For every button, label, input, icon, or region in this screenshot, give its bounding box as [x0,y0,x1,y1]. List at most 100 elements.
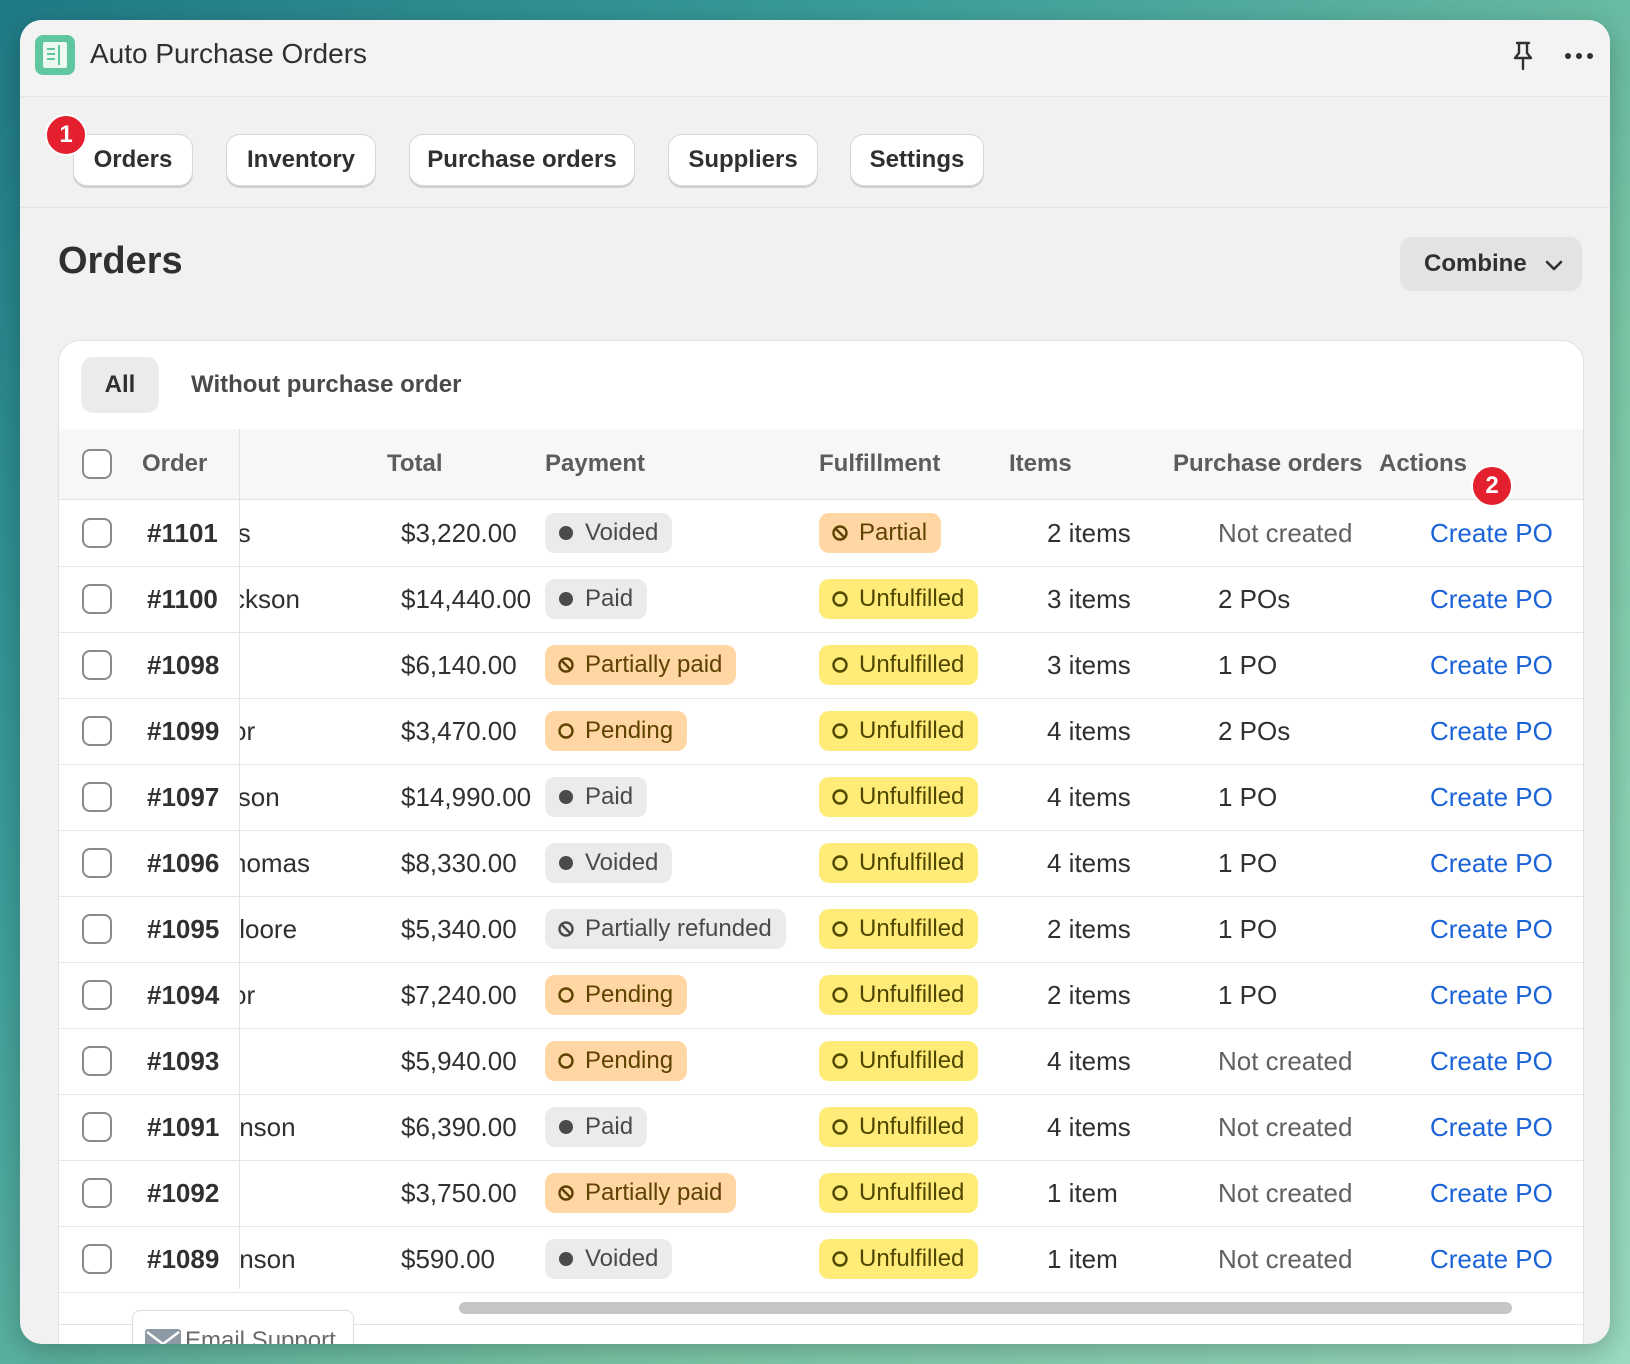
purchase-orders-status: 1 PO [1218,914,1278,944]
incomplete-circle-icon [558,987,574,1003]
payment-status-label: Pending [585,981,674,1008]
header-fulfillment[interactable]: Fulfillment [819,450,941,477]
order-number[interactable]: #1095 [147,914,220,944]
incomplete-circle-icon [832,1251,848,1267]
order-number[interactable]: #1101 [147,518,218,548]
tab-suppliers[interactable]: Suppliers [668,134,818,186]
payment-status-badge: Partially paid [545,645,737,685]
table-row[interactable]: #1095/loore $5,340.00 Partially refunded Un… [59,896,1583,963]
incomplete-circle-icon [832,987,848,1003]
row-checkbox[interactable] [82,650,112,680]
payment-status-label: Paid [585,1113,634,1140]
order-number[interactable]: #1096 [147,848,220,878]
table-row[interactable]: #1097 lson $14,990.00 Paid Unfulfilled 4 item… [59,764,1583,831]
table-row[interactable]: #1092 $3,750.00 Partially paid Unfulfilled 1… [59,1160,1583,1227]
customer-name: ınson [239,1244,296,1274]
row-checkbox[interactable] [82,716,112,746]
email-support-button[interactable]: Email Support [132,1310,354,1344]
row-checkbox[interactable] [82,782,112,812]
header-total[interactable]: Total [387,450,443,477]
order-number[interactable]: #1091 [147,1112,220,1142]
create-po-link[interactable]: Create PO [1430,716,1553,746]
table-row[interactable]: #1101 is $3,220.00 Voided Partial 2 items Not … [59,500,1583,567]
table-header: Order Total Payment Fulfillment Items Pu… [59,429,1583,507]
select-all-checkbox[interactable] [82,449,112,479]
create-po-link[interactable]: Create PO [1430,584,1553,614]
order-number[interactable]: #1098 [147,650,220,680]
header-order[interactable]: Order [142,450,208,477]
tab-orders[interactable]: Orders [73,134,193,186]
payment-status-label: Paid [585,585,634,612]
order-number[interactable]: #1100 [147,584,218,614]
order-number[interactable]: #1092 [147,1178,220,1208]
items-count: 2 items [1047,980,1131,1010]
payment-status-badge: Paid [545,777,648,817]
create-po-link[interactable]: Create PO [1430,980,1553,1010]
items-count: 4 items [1047,716,1131,746]
row-checkbox[interactable] [82,914,112,944]
row-checkbox[interactable] [82,1178,112,1208]
tab-inventory[interactable]: Inventory [226,134,376,186]
tab-purchase-orders[interactable]: Purchase orders [409,134,635,186]
order-number[interactable]: #1093 [147,1046,220,1076]
payment-status-badge: Voided [545,843,673,883]
create-po-link[interactable]: Create PO [1430,650,1553,680]
row-checkbox[interactable] [82,848,112,878]
purchase-orders-status: 2 POs [1218,584,1291,614]
header-purchase-orders[interactable]: Purchase orders [1173,450,1363,477]
create-po-link[interactable]: Create PO [1430,518,1553,548]
order-total: $5,940.00 [401,1046,517,1076]
order-number[interactable]: #1089 [147,1244,220,1274]
payment-status-label: Partially paid [585,1179,723,1206]
create-po-link[interactable]: Create PO [1430,1112,1553,1142]
purchase-orders-status: Not created [1218,1178,1353,1208]
create-po-link[interactable]: Create PO [1430,848,1553,878]
payment-status-label: Voided [585,849,659,876]
header-payment[interactable]: Payment [545,450,646,477]
combine-button[interactable]: Combine [1400,237,1582,291]
create-po-link[interactable]: Create PO [1430,1178,1553,1208]
more-options-icon[interactable] [1562,40,1596,72]
items-count: 3 items [1047,584,1131,614]
tab-settings[interactable]: Settings [850,134,984,186]
customer-name: or [239,980,256,1010]
table-row[interactable]: #1100 ckson $14,440.00 Paid Unfulfilled 3 ite… [59,566,1583,633]
order-number[interactable]: #1099 [147,716,220,746]
create-po-link[interactable]: Create PO [1430,914,1553,944]
table-row[interactable]: #1099 or $3,470.00 Pending Unfulfilled 4 item… [59,698,1583,765]
combine-label: Combine [1424,250,1527,277]
row-checkbox[interactable] [82,980,112,1010]
create-po-link[interactable]: Create PO [1430,1244,1553,1274]
pin-icon[interactable] [1508,40,1538,72]
header-items[interactable]: Items [1009,450,1072,477]
customer-name: ınson [239,1112,296,1142]
table-row[interactable]: #1091 ınson $6,390.00 Paid Unfulfilled 4 item… [59,1094,1583,1161]
incomplete-circle-icon [832,591,848,607]
purchase-orders-status: Not created [1218,1244,1353,1274]
order-number[interactable]: #1094 [147,980,220,1010]
filter-without-po[interactable]: Without purchase order [191,371,462,398]
filter-all[interactable]: All [81,357,159,413]
order-number[interactable]: #1097 [147,782,220,812]
table-row[interactable]: #1094 or $7,240.00 Pending Unfulfilled 2 item… [59,962,1583,1029]
payment-status-badge: Voided [545,1239,673,1279]
purchase-orders-status: Not created [1218,518,1353,548]
table-row[interactable]: #1089 ınson $590.00 Voided Unfulfilled 1 item… [59,1226,1583,1293]
table-row[interactable]: #1093 $5,940.00 Pending Unfulfilled 4 items N… [59,1028,1583,1095]
row-checkbox[interactable] [82,1244,112,1274]
fulfillment-status-badge: Unfulfilled [819,579,979,619]
fulfillment-status-label: Unfulfilled [859,915,965,942]
fulfillment-status-badge: Unfulfilled [819,1173,979,1213]
create-po-link[interactable]: Create PO [1430,1046,1553,1076]
items-count: 4 items [1047,1112,1131,1142]
table-row[interactable]: #1096 homas $8,330.00 Voided Unfulfilled 4 it… [59,830,1583,897]
table-row[interactable]: #1098 $6,140.00 Partially paid Unfulfilled 3… [59,632,1583,699]
row-checkbox[interactable] [82,518,112,548]
app-title: Auto Purchase Orders [90,38,368,69]
partial-circle-icon [558,657,574,673]
row-checkbox[interactable] [82,584,112,614]
row-checkbox[interactable] [82,1046,112,1076]
row-checkbox[interactable] [82,1112,112,1142]
create-po-link[interactable]: Create PO [1430,782,1553,812]
horizontal-scrollbar[interactable] [459,1302,1512,1314]
